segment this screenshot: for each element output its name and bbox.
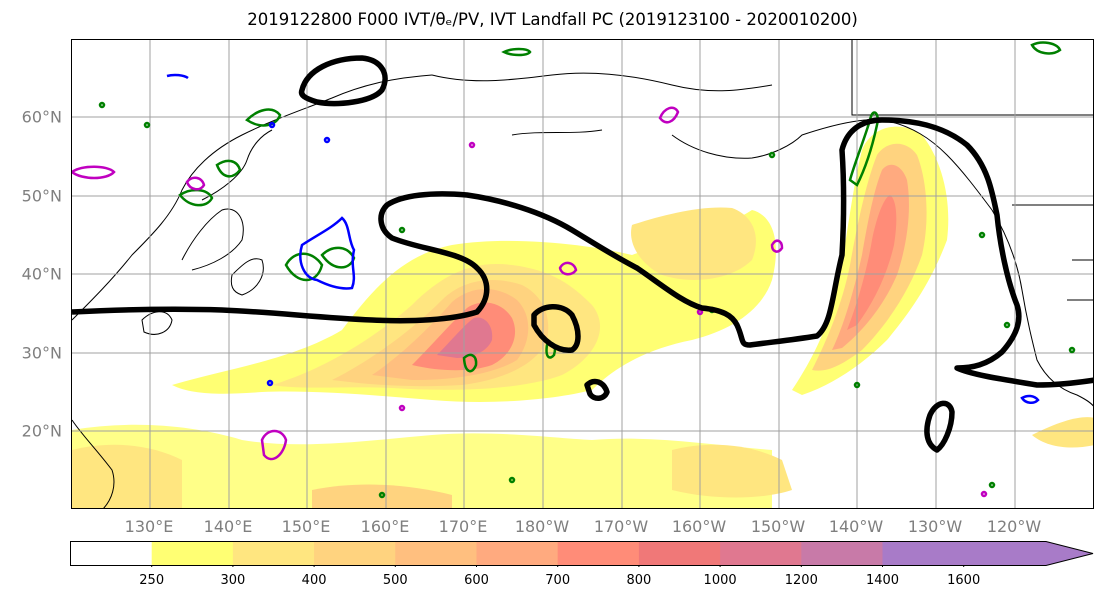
lon-label-150w: 150°W [750, 517, 806, 536]
coastlines [72, 40, 1093, 508]
ivt-colorbar [70, 541, 1094, 567]
colorbar-tick-label: 1200 [784, 573, 818, 588]
colorbar-segment [395, 541, 477, 566]
map-panel [71, 39, 1094, 509]
colorbar-segment [801, 541, 883, 566]
colorbar-segment [720, 541, 802, 566]
lat-label-40n: 40°N [21, 264, 62, 284]
colorbar-segment [638, 541, 721, 566]
lon-label-120w: 120°W [986, 517, 1042, 536]
pv-blue-contours [166, 73, 1040, 404]
colorbar-tick-label: 500 [382, 573, 408, 588]
colorbar-segment [557, 541, 640, 566]
colorbar-segment [882, 541, 1093, 566]
colorbar-tick-label: 250 [139, 573, 165, 588]
colorbar-tick-label: 1600 [947, 573, 981, 588]
lon-label-130w: 130°W [907, 517, 963, 536]
colorbar-tick-label: 600 [464, 573, 489, 588]
colorbar-tick-label: 300 [220, 573, 246, 588]
lat-label-60n: 60°N [21, 107, 62, 127]
lon-label-170w: 170°W [593, 517, 649, 536]
lon-label-140w: 140°W [828, 517, 884, 536]
map-canvas [72, 40, 1093, 508]
colorbar-segment [232, 541, 315, 566]
colorbar-tick-label: 1400 [865, 573, 900, 588]
lon-label-180w: 180°W [514, 517, 570, 536]
colorbar-tick-label: 700 [545, 573, 571, 588]
lon-label-160w: 160°W [671, 517, 727, 536]
colorbar-segments [70, 541, 1093, 566]
map-title: 2019122800 F000 IVT/θₑ/PV, IVT Landfall … [247, 10, 858, 29]
colorbar-segment [476, 541, 559, 566]
colorbar-outline [70, 541, 1094, 566]
ivt-landfall-pc-contours [72, 55, 1093, 453]
lon-label-160e: 160°E [360, 517, 410, 536]
lon-label-170e: 170°E [438, 517, 488, 536]
lon-label-140e: 140°E [203, 517, 253, 536]
lat-label-30n: 30°N [21, 343, 62, 363]
colorbar-segment [151, 541, 234, 566]
colorbar-tick-label: 1000 [703, 573, 737, 588]
ivt-shading [72, 126, 1093, 508]
colorbar-tick-label: 400 [301, 573, 327, 588]
colorbar-segment [70, 541, 153, 566]
colorbar-segment [314, 541, 396, 566]
lon-label-150e: 150°E [281, 517, 331, 536]
pv-magenta-contours [72, 106, 988, 498]
gridlines [72, 40, 1093, 508]
colorbar-tick-label: 800 [626, 573, 652, 588]
lat-label-50n: 50°N [21, 186, 62, 206]
lon-label-130e: 130°E [124, 517, 174, 536]
lat-label-20n: 20°N [21, 421, 62, 441]
